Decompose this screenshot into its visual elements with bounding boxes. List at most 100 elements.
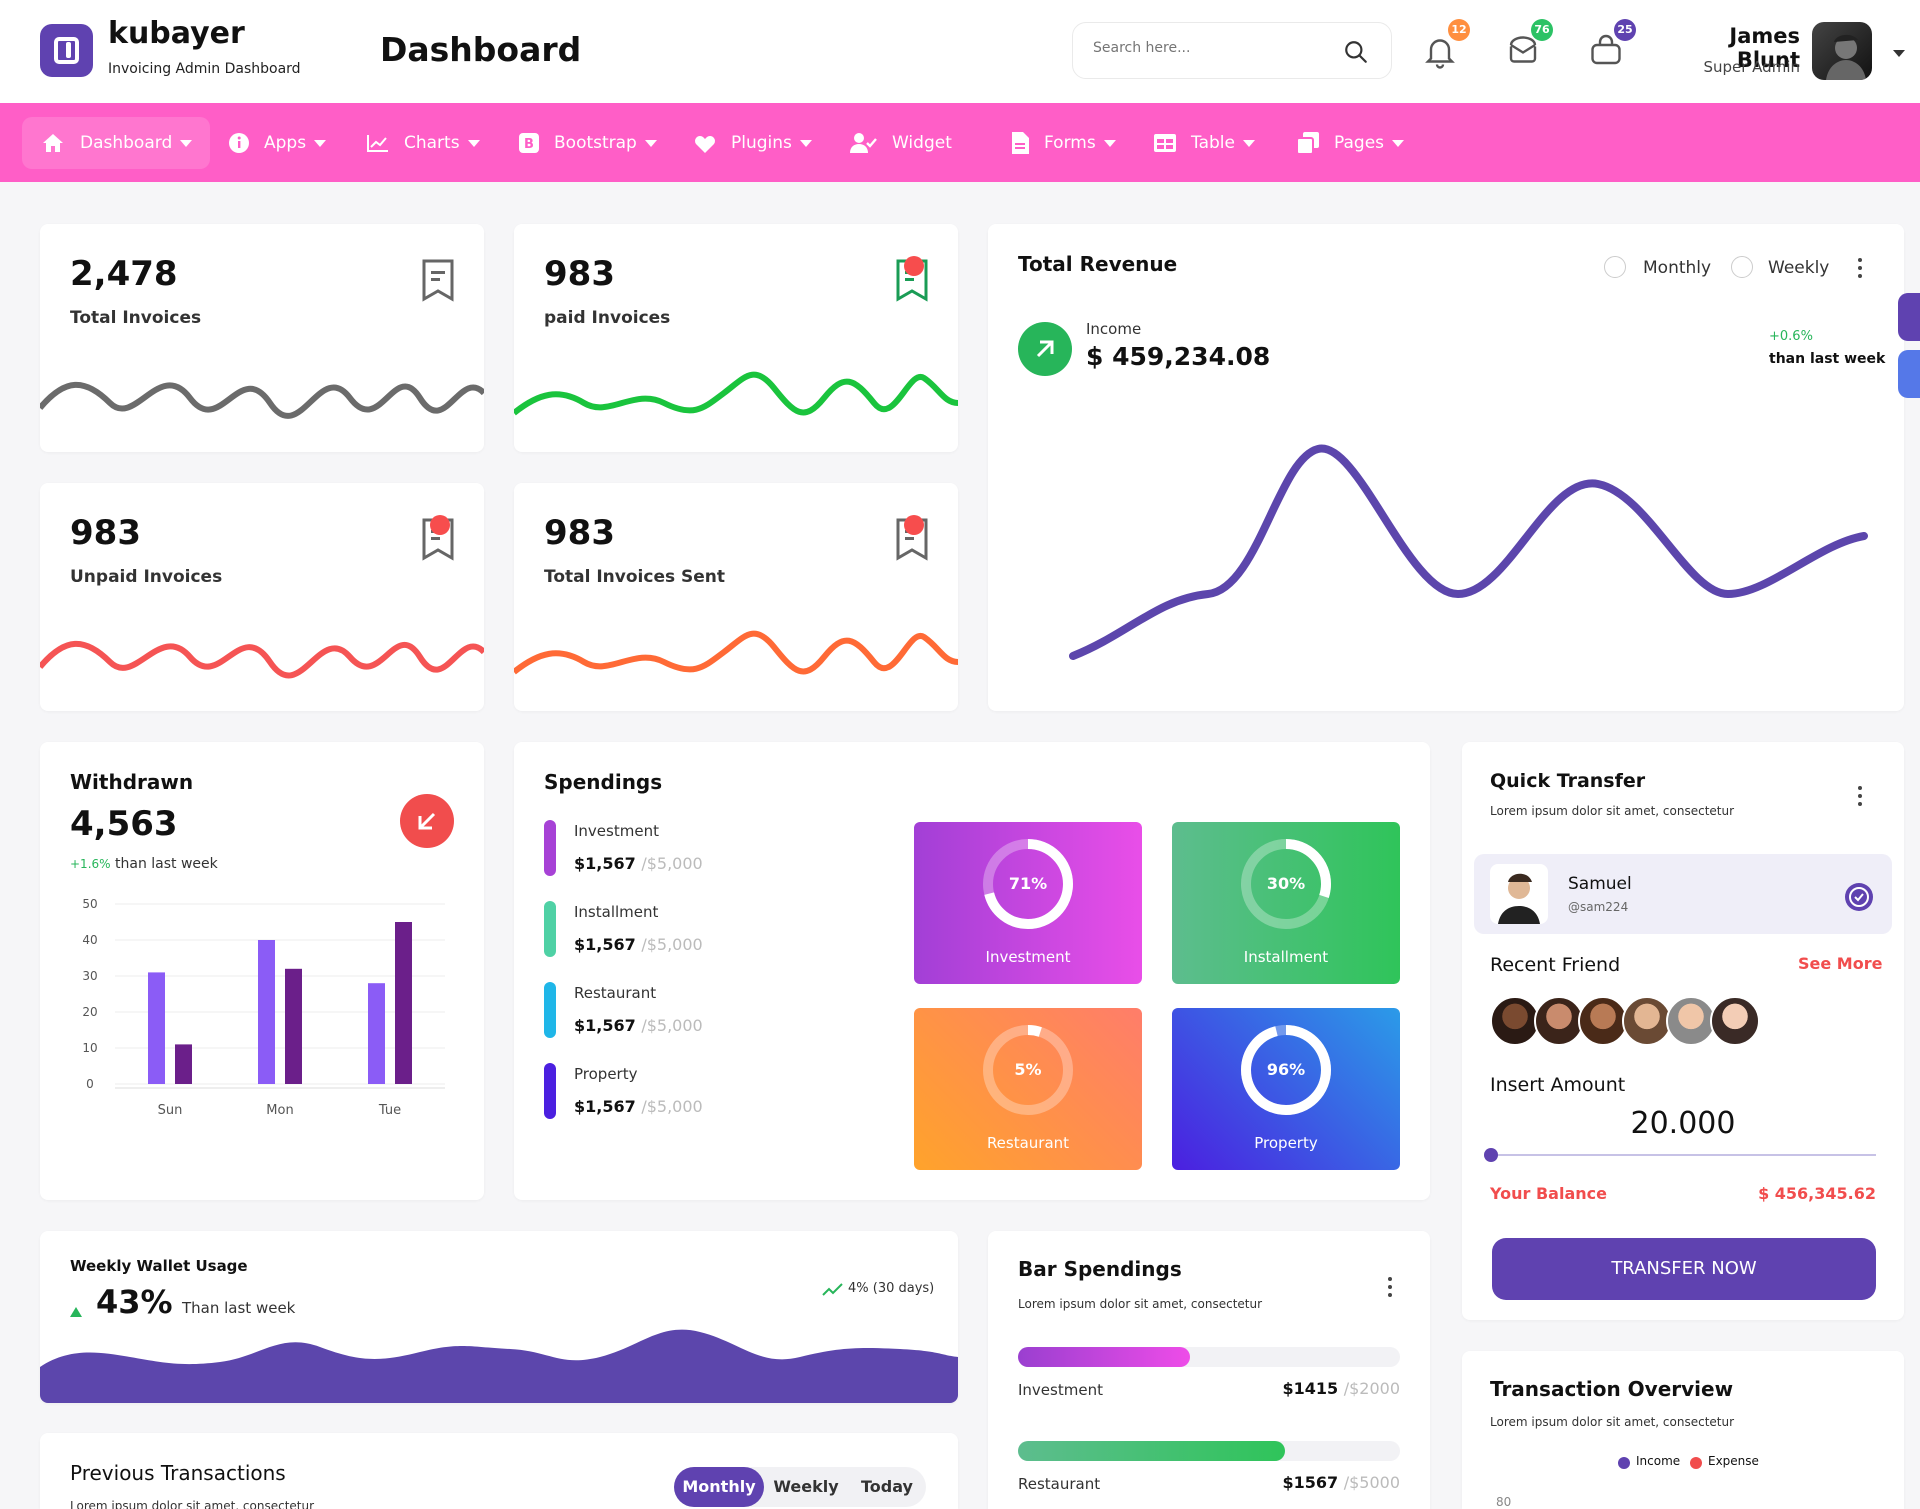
more-options-icon[interactable] (1388, 1277, 1392, 1301)
caret-down-icon (467, 139, 480, 147)
search-box (1072, 22, 1392, 79)
more-options-icon[interactable] (1858, 258, 1862, 282)
user-name[interactable]: James Blunt (1729, 24, 1800, 72)
progress-fill (1018, 1441, 1286, 1461)
chart-line-icon (367, 135, 388, 152)
card-title: Withdrawn (70, 770, 194, 794)
theme-drop-icon[interactable] (1898, 350, 1920, 398)
spending-tile-investment[interactable]: 71% Investment (914, 822, 1142, 984)
tab-today[interactable]: Today (861, 1477, 913, 1496)
search-input[interactable] (1093, 40, 1323, 56)
wallet-value: 43% (96, 1283, 173, 1321)
friend-avatar[interactable] (1490, 996, 1540, 1046)
user-role: Super Admin (1703, 58, 1800, 76)
spending-tile-property[interactable]: 96% Property (1172, 1008, 1400, 1170)
spending-value-row: $1,567 /$5,000 (574, 854, 703, 873)
spending-tile-restaurant[interactable]: 5% Restaurant (914, 1008, 1142, 1170)
spending-tile-installment[interactable]: 30% Installment (1172, 822, 1400, 984)
radio-weekly[interactable] (1731, 256, 1753, 278)
spending-value: $1,567 (574, 935, 636, 954)
y-tick-label: 0 (86, 1077, 94, 1091)
spending-name: Investment (574, 822, 659, 840)
friend-avatar[interactable] (1578, 996, 1628, 1046)
info-icon (229, 133, 249, 153)
card-subtitle: Lorem ipsum dolor sit amet, consectetur (1490, 1415, 1735, 1429)
radio-label: Monthly (1643, 258, 1712, 278)
y-tick-label: 20 (82, 1005, 97, 1019)
nav-item-charts[interactable]: Charts (366, 117, 480, 169)
nav-label: Bootstrap (554, 133, 637, 153)
settings-gear-icon[interactable] (1898, 293, 1920, 341)
stat-card-unpaid-invoices: 983 Unpaid Invoices (40, 483, 484, 711)
card-title: Weekly Wallet Usage (70, 1257, 248, 1275)
nav-label: Pages (1334, 133, 1385, 153)
spending-max: /$5,000 (641, 854, 703, 873)
card-title: Transaction Overview (1490, 1377, 1734, 1401)
amount-slider-handle[interactable] (1484, 1148, 1498, 1162)
nav-item-widget[interactable]: Widget (850, 117, 952, 169)
more-options-icon[interactable] (1858, 786, 1862, 810)
card-title: Bar Spendings (1018, 1257, 1182, 1281)
stat-value: 983 (544, 254, 615, 294)
weekly-wallet-card: Weekly Wallet Usage 43% Than last week 4… (40, 1231, 958, 1403)
notification-bell-icon[interactable]: 12 (1422, 19, 1470, 74)
nav-item-dashboard[interactable]: Dashboard (22, 117, 211, 169)
home-icon (43, 134, 63, 152)
friend-avatar[interactable] (1710, 996, 1760, 1046)
amount-slider-track[interactable] (1490, 1154, 1876, 1156)
recent-friend-label: Recent Friend (1490, 954, 1621, 976)
nav-label: Charts (404, 133, 460, 153)
mail-icon[interactable]: 76 (1505, 19, 1553, 74)
selected-contact[interactable]: Samuel @sam224 (1474, 854, 1892, 934)
transfer-now-button[interactable]: TRANSFER NOW (1492, 1238, 1876, 1300)
y-tick-label: 50 (82, 897, 97, 911)
tab-weekly[interactable]: Weekly (773, 1477, 839, 1496)
search-icon[interactable] (1343, 39, 1369, 65)
contact-avatar (1490, 864, 1548, 924)
nav-item-forms[interactable]: Forms (1010, 117, 1116, 169)
user-avatar[interactable] (1812, 22, 1872, 80)
user-menu-caret-icon[interactable] (1893, 50, 1905, 57)
nav-item-table[interactable]: Table (1153, 117, 1255, 169)
nav-item-pages[interactable]: Pages (1296, 117, 1405, 169)
nav-label: Widget (892, 133, 952, 153)
quick-transfer-card: Quick Transfer Lorem ipsum dolor sit ame… (1462, 742, 1904, 1320)
nav-item-plugins[interactable]: Plugins (693, 117, 812, 169)
nav-item-bootstrap[interactable]: B Bootstrap (518, 117, 657, 169)
amount-input[interactable]: 20.000 (1630, 1106, 1736, 1141)
axis-tick: 80 (1496, 1495, 1512, 1509)
radio-monthly[interactable] (1604, 256, 1626, 278)
legend-label: Expense (1708, 1454, 1759, 1468)
withdrawn-change-sub: than last week (115, 856, 218, 872)
progress-ring (1241, 839, 1331, 929)
sparkline-chart (514, 630, 958, 675)
tab-monthly[interactable]: Monthly (674, 1467, 764, 1507)
y-tick-label: 40 (82, 933, 97, 947)
spending-value-row: $1,567 /$5,000 (574, 1016, 703, 1035)
cart-icon[interactable]: 25 (1588, 19, 1636, 74)
caret-down-icon (1103, 139, 1116, 147)
legend-dot-income (1618, 1457, 1630, 1469)
table-icon (1154, 134, 1176, 152)
stat-value: 983 (70, 513, 141, 553)
notification-dot (904, 515, 924, 535)
friend-avatar[interactable] (1622, 996, 1672, 1046)
tile-percent: 96% (1266, 1060, 1306, 1079)
brand-logo-icon[interactable] (40, 24, 93, 77)
mail-badge: 76 (1531, 19, 1553, 41)
balance-label: Your Balance (1490, 1184, 1607, 1203)
spending-max: /$5,000 (641, 1097, 703, 1116)
card-subtitle: Lorem ipsum dolor sit amet, consectetur (1490, 804, 1735, 818)
x-tick-label: Mon (266, 1103, 293, 1118)
friend-avatar[interactable] (1534, 996, 1584, 1046)
friend-avatar[interactable] (1666, 996, 1716, 1046)
stat-card-total-invoices: 2,478 Total Invoices (40, 224, 484, 452)
nav-item-apps[interactable]: Apps (228, 117, 327, 169)
revenue-change-sub: than last week (1769, 351, 1886, 367)
stat-label: Total Invoices (70, 308, 202, 328)
see-more-link[interactable]: See More (1798, 954, 1883, 973)
check-circle-icon (1845, 883, 1873, 911)
spending-name: Installment (574, 903, 659, 921)
sparkline-chart (40, 381, 484, 419)
caret-down-icon (1242, 139, 1255, 147)
